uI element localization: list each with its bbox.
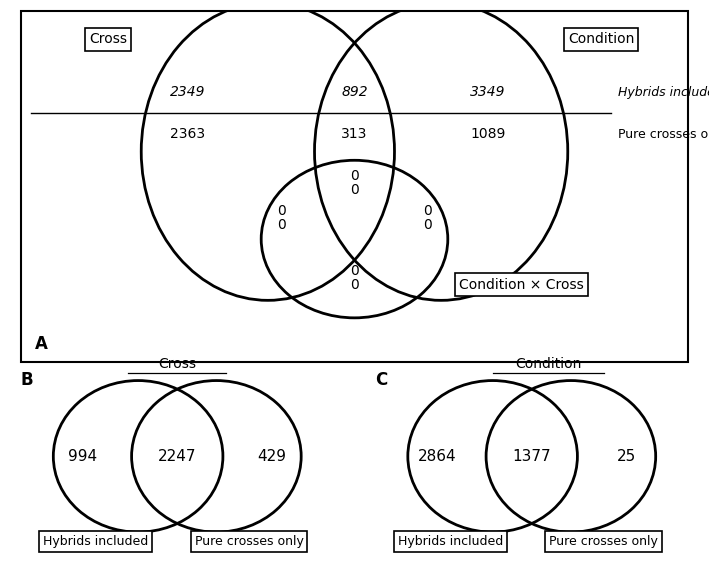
Text: 2864: 2864 — [418, 449, 457, 464]
Text: Hybrids included: Hybrids included — [43, 535, 148, 548]
Text: Cross: Cross — [89, 33, 127, 46]
Text: 25: 25 — [617, 449, 636, 464]
Text: 892: 892 — [341, 85, 368, 99]
Text: 2363: 2363 — [170, 127, 206, 141]
Text: A: A — [35, 335, 48, 353]
Text: Condition: Condition — [568, 33, 635, 46]
Text: 0: 0 — [423, 204, 432, 218]
Text: 1377: 1377 — [513, 449, 551, 464]
Text: C: C — [375, 371, 387, 389]
Text: 2247: 2247 — [158, 449, 196, 464]
Text: B: B — [21, 371, 33, 389]
Text: Hybrids included: Hybrids included — [618, 86, 709, 99]
Text: Cross: Cross — [158, 357, 196, 371]
Text: 0: 0 — [350, 169, 359, 183]
Text: 0: 0 — [350, 263, 359, 278]
Text: 0: 0 — [277, 204, 286, 218]
Text: 313: 313 — [341, 127, 368, 141]
Text: 994: 994 — [68, 449, 97, 464]
Text: 0: 0 — [350, 278, 359, 292]
Text: Pure crosses only: Pure crosses only — [194, 535, 303, 548]
Text: 3349: 3349 — [470, 85, 506, 99]
Text: 0: 0 — [350, 183, 359, 197]
Text: 2349: 2349 — [170, 85, 206, 99]
Text: Condition × Cross: Condition × Cross — [459, 278, 584, 292]
Text: 429: 429 — [257, 449, 286, 464]
Text: 0: 0 — [423, 218, 432, 232]
Text: 1089: 1089 — [470, 127, 506, 141]
Text: Pure crosses only: Pure crosses only — [618, 127, 709, 141]
Text: Pure crosses only: Pure crosses only — [549, 535, 658, 548]
Text: Condition: Condition — [515, 357, 581, 371]
Text: 0: 0 — [277, 218, 286, 232]
Text: Hybrids included: Hybrids included — [398, 535, 503, 548]
